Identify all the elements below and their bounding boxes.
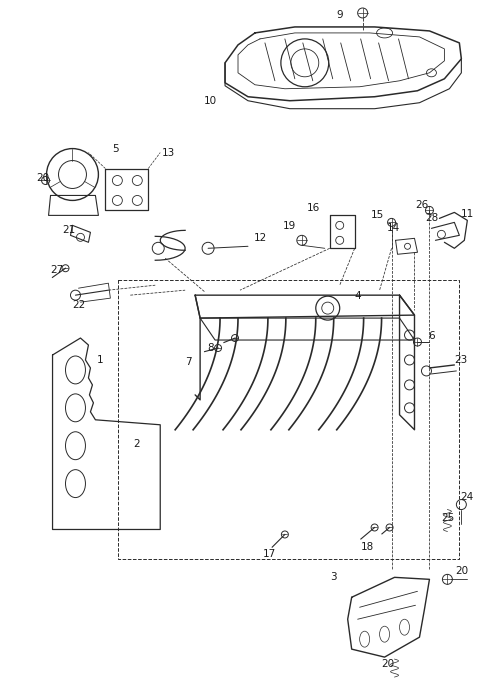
Text: 3: 3 [330,573,337,582]
Text: 2: 2 [133,439,140,449]
Text: 23: 23 [455,355,468,365]
Text: 10: 10 [204,96,216,106]
Text: 25: 25 [441,512,454,522]
Text: 11: 11 [461,209,474,219]
Text: 19: 19 [283,221,297,232]
Text: 14: 14 [387,223,400,233]
Text: 27: 27 [50,265,63,275]
Text: 17: 17 [264,550,276,559]
Text: 16: 16 [307,204,321,214]
Text: 22: 22 [72,300,85,310]
Text: 7: 7 [185,357,192,367]
Text: 12: 12 [253,233,266,244]
Text: 24: 24 [461,491,474,502]
Text: 15: 15 [371,211,384,220]
Text: 20: 20 [455,566,468,576]
Text: 28: 28 [425,214,438,223]
Text: 9: 9 [336,10,343,20]
Text: 5: 5 [112,144,119,153]
Text: 20: 20 [36,174,49,183]
Text: 21: 21 [62,225,75,235]
Text: 18: 18 [361,542,374,552]
Text: 1: 1 [97,355,104,365]
Text: 13: 13 [162,148,175,158]
Text: 26: 26 [415,200,428,211]
Text: 8: 8 [207,343,214,353]
Text: 20: 20 [381,659,394,669]
Text: 6: 6 [428,331,435,341]
Text: 4: 4 [354,291,361,301]
